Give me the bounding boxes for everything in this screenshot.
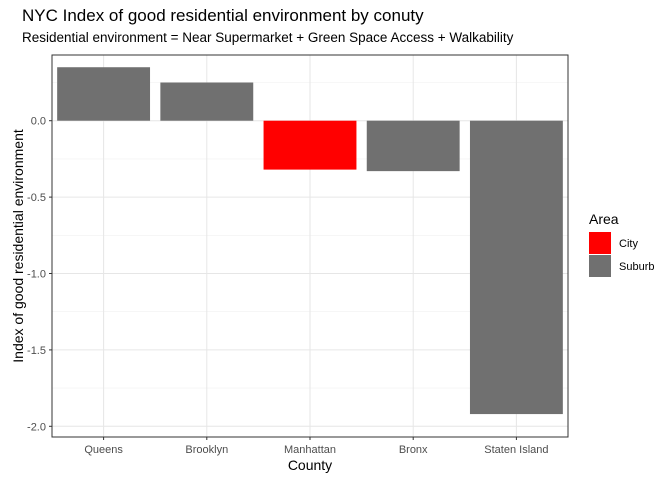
axis-ticks: -2.0 -1.5 -1.0 -0.5 0.0 Queens Brooklyn Manhatt… (27, 116, 548, 456)
x-axis-title: County (288, 457, 332, 473)
bars (57, 67, 563, 415)
y-tick-label: -2.0 (27, 421, 46, 433)
legend-key-city (589, 232, 611, 254)
bar-manhattan (263, 120, 357, 170)
y-tick-label: -0.5 (27, 192, 46, 204)
legend-title: Area (589, 211, 619, 227)
x-tick-label: Bronx (399, 444, 428, 456)
bar-queens (57, 67, 151, 121)
y-axis-title: Index of good residential environment (10, 129, 26, 363)
chart-subtitle: Residential environment = Near Supermark… (22, 30, 514, 45)
y-tick-label: -1.5 (27, 345, 46, 357)
y-tick-label: -1.0 (27, 269, 46, 281)
legend-key-suburb (589, 255, 611, 277)
bar-staten-island (469, 120, 563, 415)
chart-title: NYC Index of good residential environmen… (22, 6, 424, 25)
x-tick-label: Staten Island (484, 444, 548, 456)
x-tick-label: Manhattan (284, 444, 336, 456)
x-tick-label: Queens (84, 444, 123, 456)
legend: Area City Suburb (589, 211, 654, 277)
bar-brooklyn (160, 82, 254, 121)
legend-label-city: City (619, 238, 638, 250)
legend-label-suburb: Suburb (619, 261, 654, 273)
y-tick-label: 0.0 (31, 116, 46, 128)
x-tick-label: Brooklyn (185, 444, 228, 456)
bar-bronx (366, 120, 460, 172)
